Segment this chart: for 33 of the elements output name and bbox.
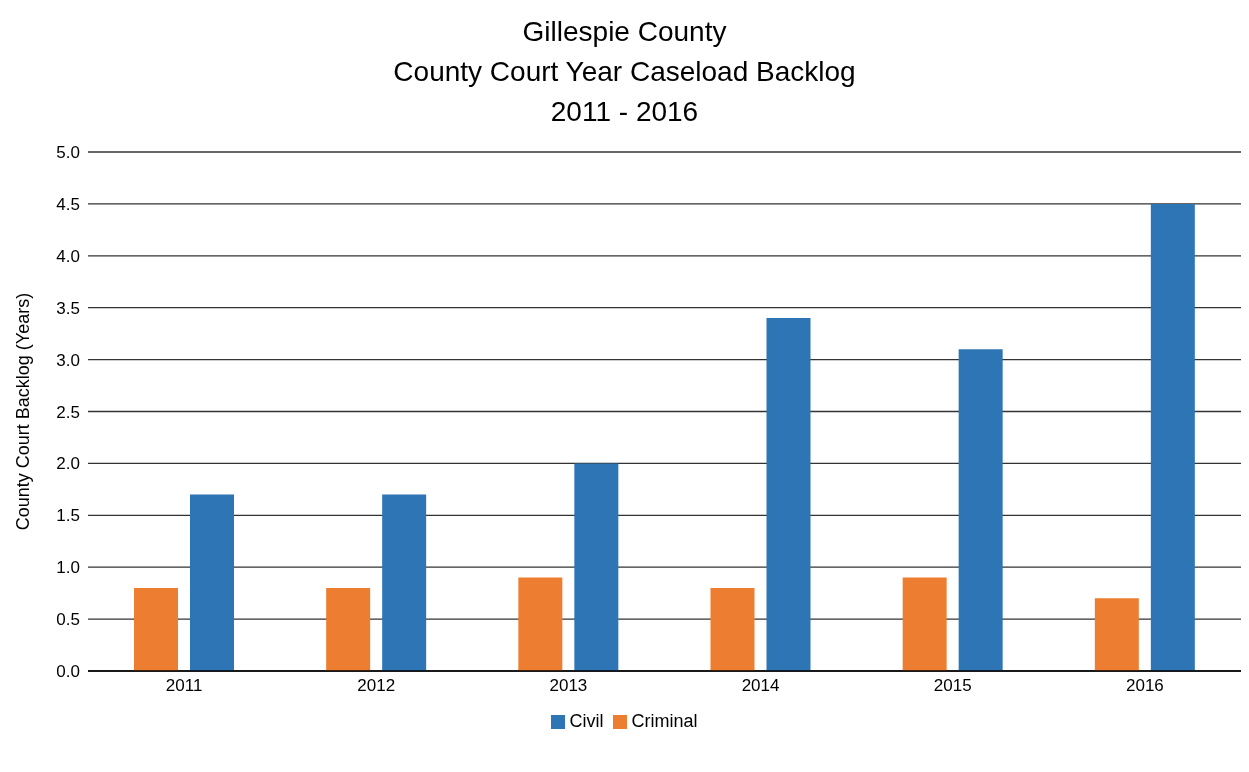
bar [958, 349, 1003, 671]
y-tick-label: 3.0 [56, 350, 80, 370]
bar [902, 577, 947, 671]
bar [1150, 203, 1195, 671]
bar [134, 587, 178, 671]
x-tick-label: 2013 [549, 676, 588, 696]
x-tick-label: 2011 [165, 676, 203, 696]
y-axis-title: County Court Backlog (Years) [13, 292, 34, 531]
y-tick-label: 0.0 [56, 662, 80, 682]
x-tick-label: 2015 [933, 676, 972, 696]
bar [766, 318, 811, 671]
legend-label: Civil [569, 711, 604, 731]
y-tick-label: 1.0 [56, 558, 80, 578]
y-tick-label: 0.5 [56, 610, 80, 630]
y-tick-label: 5.0 [56, 143, 80, 163]
y-tick-label: 4.5 [56, 194, 80, 214]
y-tick-label: 3.5 [56, 298, 80, 318]
bar [574, 463, 619, 671]
y-tick-label: 4.0 [56, 246, 80, 266]
x-tick-label: 2016 [1126, 676, 1164, 696]
x-tick-label: 2012 [357, 676, 396, 696]
bar [382, 494, 427, 671]
chart-title: Gillespie County County Court Year Caseload Backlog 2011 - 2016 [392, 15, 857, 129]
x-tick-label: 2014 [741, 676, 780, 696]
y-tick-label: 2.5 [56, 402, 80, 422]
bar [518, 577, 563, 671]
bar [326, 587, 371, 671]
y-tick-label: 1.5 [56, 506, 80, 526]
bar [190, 494, 234, 671]
bar [1094, 598, 1139, 671]
legend-label: Criminal [631, 711, 698, 731]
bar [710, 587, 755, 671]
y-tick-label: 2.0 [56, 454, 80, 474]
